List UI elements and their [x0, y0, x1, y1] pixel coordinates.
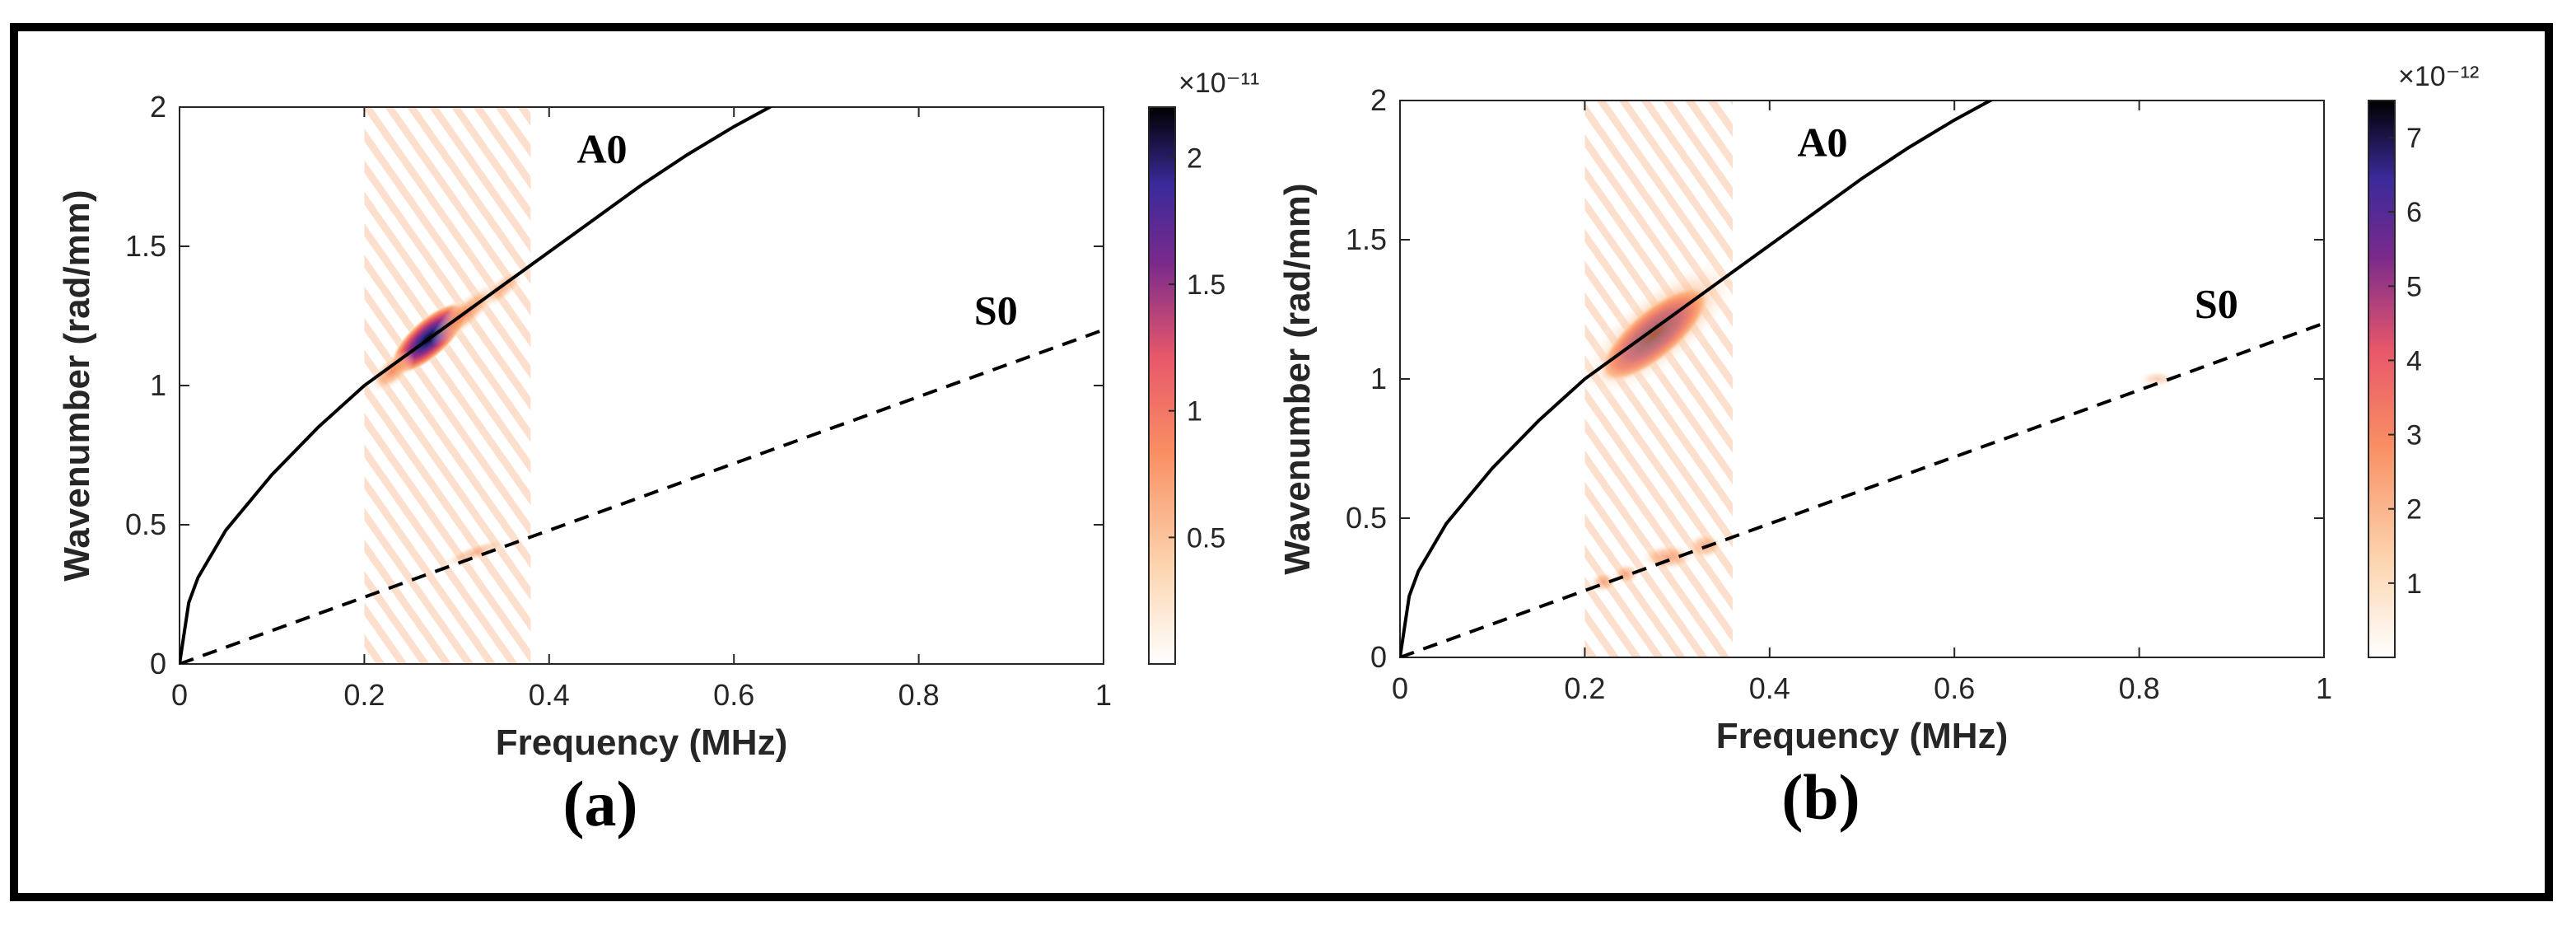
a0-curve	[180, 107, 773, 664]
colorbar-tick-label: 0.5	[1187, 522, 1225, 554]
colorbar-ticks: 1 2 3 4 5 6 7	[2388, 123, 2422, 600]
x-tick-label: 0.4	[1749, 671, 1790, 705]
colorbar-exponent: ×10⁻¹¹	[1178, 68, 1259, 99]
x-tick-label: 0.6	[1934, 671, 1975, 705]
x-tick-label: 0	[171, 678, 188, 712]
s0-curve	[180, 328, 1104, 664]
y-tick-label: 1.5	[1346, 222, 1387, 256]
colorbar-tick-label: 4	[2406, 345, 2422, 376]
x-axis-label: Frequency (MHz)	[1716, 716, 2008, 756]
energy-spot	[1612, 563, 1640, 586]
energy-spot	[369, 350, 415, 393]
a0-curve	[1400, 101, 1994, 657]
colorbar-gradient	[2368, 100, 2396, 658]
colorbar: 1 2 3 4 5 6 7 ×10⁻¹²	[2368, 61, 2479, 658]
colorbar-tick-label: 3	[2406, 420, 2422, 451]
colorbar-tick-label: 2	[1187, 143, 1202, 174]
y-ticks: 0 0.5 1 1.5 2	[1346, 83, 2324, 674]
s0-label: S0	[2195, 281, 2238, 327]
colorbar-tick-label: 5	[2406, 271, 2422, 302]
s0-label: S0	[974, 288, 1018, 334]
x-tick-label: 0.8	[898, 678, 940, 712]
y-tick-label: 1.5	[125, 229, 166, 263]
x-tick-label: 0	[1392, 671, 1408, 705]
energy-spot	[440, 537, 511, 568]
y-tick-label: 0.5	[125, 507, 166, 541]
x-tick-label: 0.2	[1564, 671, 1605, 705]
colorbar-gradient	[1148, 106, 1176, 665]
colorbar-tick-label: 1	[2406, 568, 2422, 600]
energy-spot	[2139, 370, 2177, 388]
colorbar-tick-label: 1.5	[1187, 269, 1225, 301]
energy-spot	[1640, 543, 1696, 572]
x-ticks: 0 0.2 0.4 0.6 0.8 1	[1392, 101, 2332, 705]
x-tick-label: 1	[1095, 678, 1112, 712]
y-tick-label: 2	[1370, 83, 1387, 117]
y-tick-label: 0	[150, 647, 166, 680]
x-ticks: 0 0.2 0.4 0.6 0.8 1	[171, 107, 1112, 712]
panel-b: 0 0.2 0.4 0.6 0.8 1 0 0.5 1 1.5 2 A0 S0 Frequency…	[1277, 61, 2479, 833]
y-tick-label: 1	[150, 368, 166, 402]
colorbar-tick-label: 6	[2406, 197, 2422, 228]
panel-a: 0 0.2 0.4 0.6 0.8 1 0 0.5 1 1.5 2 A0 S0 Frequency…	[57, 68, 1259, 839]
colorbar-ticks: 0.5 1 1.5 2	[1169, 143, 1225, 554]
y-tick-label: 2	[150, 90, 166, 124]
panel-label: (b)	[1781, 761, 1860, 833]
x-tick-label: 1	[2316, 671, 2332, 705]
colorbar: 0.5 1 1.5 2 ×10⁻¹¹	[1148, 68, 1259, 665]
y-tick-label: 0	[1370, 640, 1387, 674]
a0-label: A0	[576, 126, 627, 172]
panel-label: (a)	[563, 768, 638, 839]
s0-curve	[1400, 321, 2324, 657]
x-axis-label: Frequency (MHz)	[496, 722, 787, 763]
heatmap-layer	[364, 107, 531, 664]
colorbar-tick-label: 7	[2406, 123, 2422, 154]
colorbar-tick-label: 1	[1187, 396, 1202, 428]
colorbar-exponent: ×10⁻¹²	[2398, 61, 2479, 92]
a0-label: A0	[1797, 119, 1847, 166]
plot-area	[179, 106, 1104, 665]
x-tick-label: 0.4	[529, 678, 570, 712]
x-tick-label: 0.2	[343, 678, 385, 712]
colorbar-tick-label: 2	[2406, 494, 2422, 526]
y-tick-label: 0.5	[1346, 501, 1387, 535]
y-ticks: 0 0.5 1 1.5 2	[125, 90, 1104, 680]
x-tick-label: 0.6	[713, 678, 754, 712]
y-tick-label: 1	[1370, 362, 1387, 395]
y-axis-label: Wavenumber (rad/mm)	[1277, 183, 1318, 574]
plot-area	[1399, 100, 2325, 658]
x-tick-label: 0.8	[2119, 671, 2160, 705]
heatmap-layer	[1576, 101, 2177, 657]
energy-spot	[1576, 256, 1741, 401]
y-axis-label: Wavenumber (rad/mm)	[57, 189, 97, 581]
